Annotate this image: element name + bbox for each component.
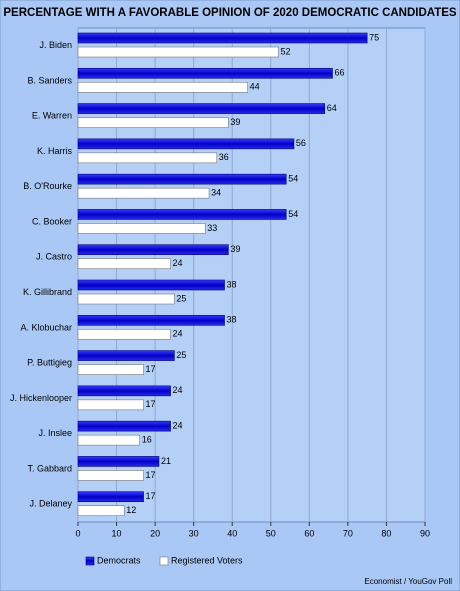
data-label: 56 — [296, 138, 306, 148]
data-label: 17 — [146, 364, 156, 374]
bar — [77, 223, 206, 234]
data-label: 44 — [250, 82, 260, 92]
bar — [77, 491, 144, 503]
data-label: 17 — [146, 470, 156, 480]
data-label: 16 — [142, 435, 152, 445]
data-label: 17 — [146, 491, 156, 501]
bar — [77, 209, 287, 220]
bar — [77, 46, 279, 58]
bar — [77, 399, 144, 411]
bar — [77, 505, 125, 517]
y-tick-label: J. Hickenlooper — [10, 393, 72, 403]
data-label: 24 — [173, 329, 183, 339]
legend-label: Democrats — [97, 555, 141, 565]
data-label: 54 — [288, 174, 298, 184]
y-tick-label: K. Gillibrand — [23, 287, 72, 297]
bar — [77, 117, 229, 128]
data-label: 24 — [173, 385, 183, 395]
bar — [77, 258, 171, 270]
chart-title: PERCENTAGE WITH A FAVORABLE OPINION OF 2… — [3, 7, 457, 19]
data-label: 66 — [334, 68, 344, 78]
data-label: 39 — [230, 117, 240, 127]
bar — [77, 385, 171, 397]
data-label: 25 — [176, 293, 186, 303]
data-label: 12 — [126, 505, 136, 515]
bar — [77, 32, 368, 44]
x-tick-label: 40 — [227, 528, 237, 538]
data-label: 36 — [219, 152, 229, 162]
x-tick-label: 0 — [75, 528, 80, 538]
x-tick-label: 50 — [266, 528, 276, 538]
x-tick-label: 10 — [112, 528, 122, 538]
y-tick-label: A. Klobuchar — [20, 322, 72, 332]
y-tick-label: E. Warren — [32, 111, 72, 121]
x-tick-label: 70 — [343, 528, 353, 538]
plot-area — [77, 27, 426, 523]
x-tick-label: 30 — [189, 528, 199, 538]
x-tick-label: 90 — [420, 528, 430, 538]
bar — [77, 364, 144, 375]
data-label: 54 — [288, 209, 298, 219]
data-label: 24 — [173, 258, 183, 268]
legend-label: Registered Voters — [171, 555, 243, 565]
bar — [77, 293, 175, 305]
legend-swatch — [159, 556, 169, 566]
bar — [77, 350, 175, 361]
y-tick-label: J. Castro — [36, 252, 72, 262]
bar — [77, 187, 210, 199]
bar — [77, 244, 229, 256]
data-label: 24 — [173, 421, 183, 431]
bar — [77, 314, 225, 326]
source: Economist / YouGov Poll — [364, 577, 452, 586]
y-tick-label: J. Delaney — [29, 499, 72, 509]
x-tick-label: 20 — [150, 528, 160, 538]
bar — [77, 279, 225, 291]
bar — [77, 152, 218, 164]
bar — [77, 456, 160, 467]
bar — [77, 103, 326, 114]
bar — [77, 470, 144, 481]
legend-swatch — [85, 556, 95, 566]
y-tick-label: B. Sanders — [27, 75, 72, 85]
data-label: 34 — [211, 188, 221, 198]
data-label: 38 — [227, 315, 237, 325]
y-tick-label: K. Harris — [37, 146, 73, 156]
x-tick-label: 80 — [381, 528, 391, 538]
data-label: 17 — [146, 399, 156, 409]
data-label: 25 — [176, 350, 186, 360]
bar — [77, 173, 287, 185]
bar — [77, 67, 333, 79]
bar — [77, 81, 248, 93]
bar — [77, 420, 171, 432]
data-label: 33 — [207, 223, 217, 233]
bar — [77, 434, 140, 446]
data-label: 64 — [327, 103, 337, 113]
y-tick-label: B. O'Rourke — [23, 181, 72, 191]
data-label: 52 — [280, 46, 290, 56]
x-tick-label: 60 — [304, 528, 314, 538]
y-tick-label: C. Booker — [32, 216, 72, 226]
bar — [77, 138, 295, 150]
data-label: 39 — [230, 244, 240, 254]
data-label: 21 — [161, 456, 171, 466]
y-tick-label: P. Buttigieg — [27, 358, 72, 368]
y-tick-label: J. Biden — [39, 40, 72, 50]
y-tick-label: T. Gabbard — [27, 463, 72, 473]
data-label: 38 — [227, 279, 237, 289]
bar — [77, 328, 171, 340]
y-tick-label: J. Inslee — [38, 428, 72, 438]
data-label: 75 — [369, 32, 379, 42]
